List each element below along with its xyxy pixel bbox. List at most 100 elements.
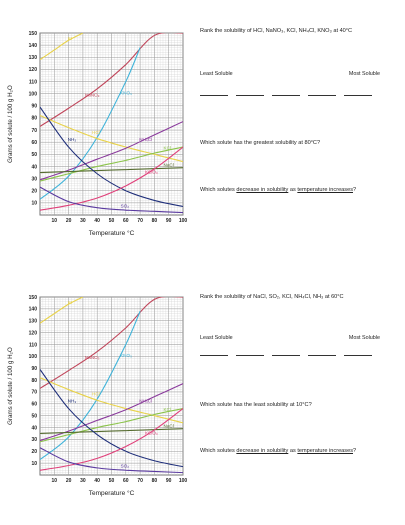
worksheet-section-2: 10 20 30 40 50 60 70 80 90 100 110 120 130 140 150 10 20… bbox=[0, 262, 405, 525]
series-label: KClO₃ bbox=[145, 170, 158, 175]
series-label: KCl bbox=[164, 407, 171, 412]
x-tick-label: 40 bbox=[94, 478, 100, 484]
x-tick-label: 70 bbox=[137, 478, 143, 484]
y-tick-label: 40 bbox=[31, 164, 37, 170]
series-line-KI bbox=[40, 297, 84, 324]
x-axis-label: Temperature °C bbox=[89, 489, 135, 497]
x-tick-label: 10 bbox=[52, 218, 58, 224]
most-soluble-label: Most Soluble bbox=[348, 71, 380, 77]
series-label: NaNO₃ bbox=[85, 93, 100, 98]
x-tick-label: 50 bbox=[109, 218, 115, 224]
y-tick-label: 50 bbox=[31, 152, 37, 158]
rank-prompt: Rank the solubility of HCl, NaNO₃, KCl, … bbox=[200, 28, 353, 34]
ranking-blanks bbox=[200, 355, 380, 361]
series-line-NH₄Cl bbox=[40, 383, 183, 442]
most-soluble-label: Most Soluble bbox=[348, 335, 380, 341]
worksheet-section-1: 10 20 30 40 50 60 70 80 90 100 110 120 130 140 150 10 20… bbox=[0, 0, 405, 262]
question-least-solubility: Which solute has the least solubility at… bbox=[200, 402, 312, 408]
series-label: KI bbox=[68, 36, 72, 41]
x-tick-label: 10 bbox=[52, 478, 58, 484]
y-tick-label: 90 bbox=[31, 104, 37, 110]
y-tick-label: 110 bbox=[29, 79, 37, 85]
series-label: KNO₃ bbox=[120, 91, 132, 96]
question-greatest-solubility: Which solute has the greatest solubility… bbox=[200, 140, 321, 146]
question-text: ? bbox=[353, 448, 357, 454]
answer-blank[interactable] bbox=[200, 95, 228, 96]
answer-blank[interactable] bbox=[200, 355, 228, 356]
least-soluble-label: Least Soluble bbox=[200, 335, 233, 341]
x-tick-label: 40 bbox=[94, 218, 100, 224]
x-tick-label: 30 bbox=[80, 478, 86, 484]
series-label: SO₂ bbox=[121, 464, 130, 469]
series-line-NH₃ bbox=[40, 106, 183, 208]
x-axis-label: Temperature °C bbox=[89, 229, 135, 237]
x-tick-label: 100 bbox=[179, 218, 188, 224]
series-label: NaNO₃ bbox=[85, 355, 100, 360]
y-tick-label: 80 bbox=[31, 378, 37, 384]
y-axis-label: Grams of solute / 100 g H₂O bbox=[7, 347, 14, 425]
series-line-KCl bbox=[40, 408, 183, 443]
solubility-chart-2: 10 20 30 40 50 60 70 80 90 100 110 120 130 140 150 10 20… bbox=[7, 295, 188, 497]
least-soluble-label: Least Soluble bbox=[200, 71, 233, 77]
question-text: Which solutes bbox=[200, 448, 237, 454]
solubility-scale: Least Soluble Most Soluble bbox=[200, 71, 380, 79]
x-tick-label: 30 bbox=[80, 218, 86, 224]
series-label: NaCl bbox=[164, 162, 174, 167]
question-text: as bbox=[288, 448, 298, 454]
y-tick-label: 30 bbox=[31, 176, 37, 182]
y-tick-label: 90 bbox=[31, 366, 37, 372]
y-tick-label: 100 bbox=[29, 91, 38, 97]
y-tick-label: 20 bbox=[31, 189, 37, 195]
grid bbox=[39, 32, 184, 216]
y-tick-label: 60 bbox=[31, 402, 37, 408]
x-tick-label: 80 bbox=[152, 218, 158, 224]
y-tick-label: 140 bbox=[29, 307, 38, 313]
question-emphasis: temperature increases bbox=[297, 187, 353, 193]
y-tick-label: 10 bbox=[31, 201, 37, 207]
series-label: HCl bbox=[92, 130, 100, 135]
question-decreasing-solutes: Which solutes decrease in solubility as … bbox=[200, 448, 380, 456]
series-line-NH₃ bbox=[40, 369, 183, 468]
y-tick-label: 120 bbox=[29, 330, 38, 336]
series-line-KNO₃ bbox=[40, 311, 141, 461]
y-tick-label: 10 bbox=[31, 461, 37, 467]
answer-blank[interactable] bbox=[344, 95, 372, 96]
x-tick-label: 90 bbox=[166, 478, 172, 484]
series-label: KCl bbox=[164, 146, 171, 151]
x-tick-label: 50 bbox=[109, 478, 115, 484]
answer-blank[interactable] bbox=[308, 355, 336, 356]
question-text: Which solutes bbox=[200, 187, 237, 193]
series-line-NaNO₃ bbox=[40, 297, 183, 389]
y-tick-label: 120 bbox=[29, 67, 38, 73]
series-line-KClO₃ bbox=[40, 146, 183, 211]
question-text: as bbox=[288, 187, 298, 193]
y-tick-label: 100 bbox=[29, 354, 38, 360]
y-tick-label: 140 bbox=[29, 43, 38, 49]
series-label: NH₄Cl bbox=[139, 399, 152, 404]
y-tick-label: 130 bbox=[29, 55, 38, 61]
answer-blank[interactable] bbox=[236, 355, 264, 356]
series-label: KNO₃ bbox=[120, 353, 132, 358]
answer-blank[interactable] bbox=[236, 95, 264, 96]
answer-blank[interactable] bbox=[344, 355, 372, 356]
series-line-HCl bbox=[40, 377, 183, 424]
y-tick-label: 70 bbox=[31, 390, 37, 396]
series-line-KCl bbox=[40, 146, 183, 182]
y-tick-label: 150 bbox=[29, 295, 38, 301]
series-line-KNO₃ bbox=[40, 47, 141, 200]
series-line-NaCl bbox=[40, 167, 183, 174]
x-tick-label: 100 bbox=[179, 478, 188, 484]
question-decreasing-solutes: Which solutes decrease in solubility as … bbox=[200, 187, 380, 195]
y-tick-label: 150 bbox=[29, 31, 38, 37]
y-tick-label: 40 bbox=[31, 425, 37, 431]
solubility-scale: Least Soluble Most Soluble bbox=[200, 335, 380, 343]
series-line-NH₄Cl bbox=[40, 121, 183, 181]
y-tick-label: 30 bbox=[31, 437, 37, 443]
question-emphasis: decrease in solubility bbox=[236, 448, 289, 454]
y-tick-label: 60 bbox=[31, 140, 37, 146]
answer-blank[interactable] bbox=[272, 95, 300, 96]
answer-blank[interactable] bbox=[308, 95, 336, 96]
question-emphasis: decrease in solubility bbox=[236, 187, 289, 193]
answer-blank[interactable] bbox=[272, 355, 300, 356]
series-label: HCl bbox=[92, 392, 100, 397]
